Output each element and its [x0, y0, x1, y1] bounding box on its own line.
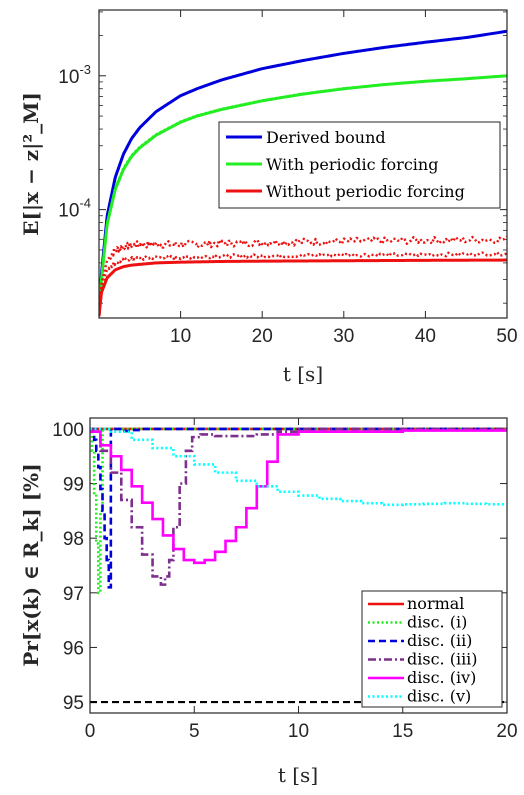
top-legend: Derived bound With periodic forcing Withou…: [218, 121, 501, 209]
bottom-x-tick-label: 10: [288, 721, 309, 742]
top-y-tick-labels: 10-4 10-3: [58, 62, 91, 222]
top-legend-label: Derived bound: [266, 128, 386, 147]
top-y-axis-label: E[|x − z|²_M]: [19, 92, 43, 236]
bottom-legend-label: disc. (iii): [407, 650, 478, 669]
top-series-line: [99, 235, 507, 317]
top-series-line: [99, 74, 507, 317]
bottom-x-tick-label: 5: [189, 721, 200, 742]
bottom-series-line: [90, 427, 507, 589]
top-x-tick-label: 30: [333, 326, 354, 347]
bottom-y-axis-label: Pr[x(k) ∈ R_k] [%]: [19, 463, 43, 666]
bottom-series-line: [90, 427, 507, 586]
top-x-tick-label: 40: [415, 326, 436, 347]
bottom-chart: 95 96 97 98 99 100 0 5 10 15 20 t [s] Pr[x(k) ∈ R…: [19, 417, 518, 787]
top-legend-label: Without periodic forcing: [266, 182, 465, 201]
top-series-line: [99, 258, 507, 318]
top-legend-label: With periodic forcing: [266, 155, 438, 174]
bottom-x-tick-label: 0: [85, 721, 96, 742]
top-axes-box: [98, 9, 508, 319]
bottom-series-line: [90, 429, 507, 565]
bottom-axes-box: [89, 417, 508, 714]
top-x-tick-labels: 10 20 30 40 50: [170, 326, 518, 347]
top-series-line: [99, 250, 507, 317]
bottom-y-tick-label: 95: [63, 693, 84, 714]
bottom-x-tick-label: 15: [392, 721, 413, 742]
bottom-y-tick-label: 98: [63, 529, 84, 550]
top-x-axis-label: t [s]: [283, 362, 323, 386]
bottom-y-tick-labels: 95 96 97 98 99 100: [52, 420, 84, 714]
bottom-y-tick-label: 99: [63, 475, 84, 496]
top-x-tick-label: 10: [170, 326, 191, 347]
bottom-legend-label: disc. (iv): [407, 668, 476, 687]
top-y-tick-label: 10-4: [58, 196, 91, 222]
bottom-legend-label: disc. (i): [407, 613, 467, 632]
top-ticks: [99, 10, 508, 318]
bottom-x-tick-label: 20: [496, 721, 517, 742]
bottom-y-tick-label: 97: [63, 584, 84, 605]
bottom-series: [90, 427, 507, 704]
top-legend-box: [218, 121, 501, 209]
top-series-line: [99, 29, 507, 317]
bottom-legend-label: normal: [407, 594, 464, 613]
top-series: [99, 29, 507, 318]
bottom-legend-box: [361, 590, 503, 708]
bottom-x-tick-labels: 0 5 10 15 20: [85, 721, 518, 742]
top-chart: 10-410-3 10 20 30 40 50 t [s] E[|x − z|²_M] …: [19, 9, 518, 386]
top-x-tick-label: 50: [496, 326, 517, 347]
bottom-y-tick-label: 96: [63, 638, 84, 659]
bottom-y-tick-label: 100: [52, 420, 84, 441]
bottom-legend-label: disc. (ii): [407, 631, 472, 650]
top-y-tick-label: 10-3: [58, 62, 91, 88]
bottom-legend-label: disc. (v): [407, 687, 471, 706]
top-x-tick-label: 20: [252, 326, 273, 347]
bottom-x-axis-label: t [s]: [278, 763, 318, 787]
